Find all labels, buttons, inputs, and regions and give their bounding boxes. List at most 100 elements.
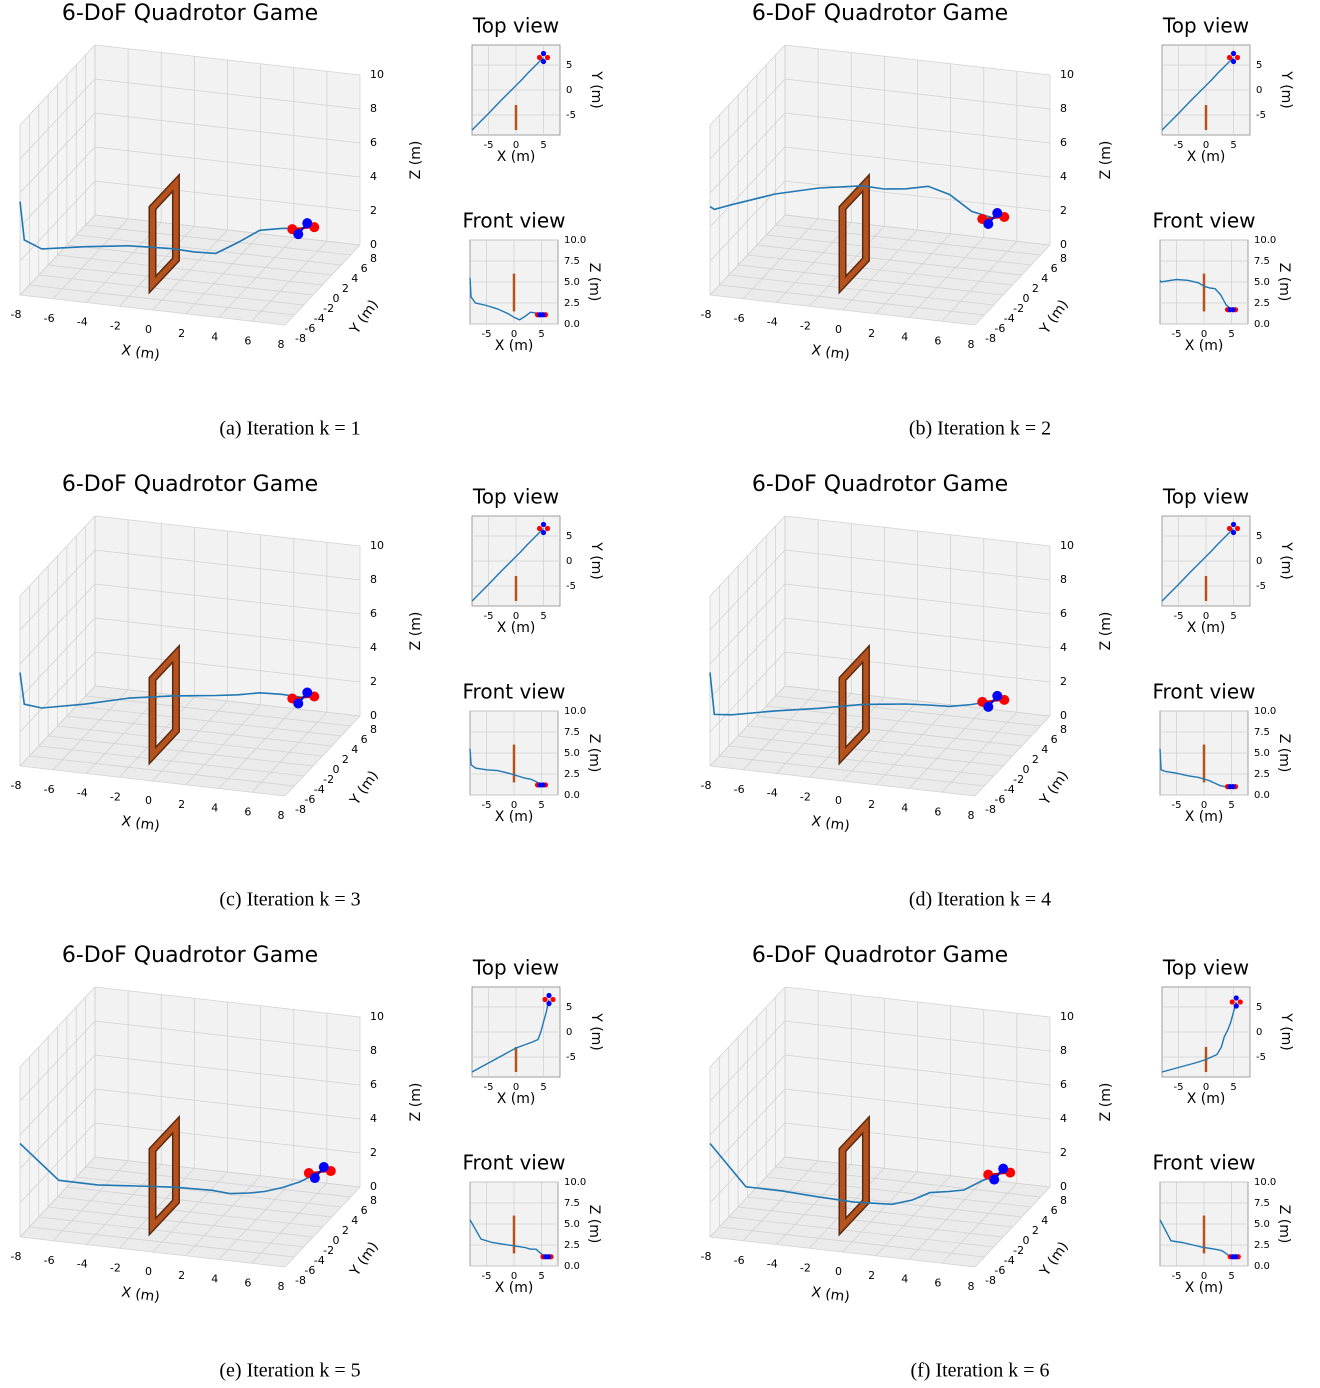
grid-line: [728, 274, 994, 306]
x-axis-label: X (m): [120, 342, 160, 363]
y-tick-label: -2: [1013, 1244, 1024, 1257]
y-tick-label: 5: [566, 60, 572, 71]
quadrotor-rotor: [540, 529, 547, 536]
grid-line: [38, 274, 304, 306]
quadrotor-rotor: [989, 1174, 1000, 1185]
grid-line: [775, 1166, 1041, 1198]
x-tick-label: -5: [484, 140, 494, 151]
x-tick-label: 0: [145, 1265, 152, 1278]
quadrotor-rotor: [546, 1000, 552, 1007]
grid-line: [76, 1176, 342, 1208]
grid-line: [94, 515, 361, 547]
grid-line: [756, 244, 1022, 276]
grid-line: [57, 1196, 323, 1228]
y-axis-label: Y (m): [1278, 1012, 1294, 1051]
x-tick-label: 0: [513, 1082, 519, 1093]
grid-line: [766, 705, 1032, 737]
x-tick-label: 6: [934, 805, 941, 818]
y-tick-label: 2: [342, 282, 349, 295]
grid-line: [719, 755, 985, 787]
chart-title: 6-DoF Quadrotor Game: [752, 472, 1008, 497]
chart-title: 6-DoF Quadrotor Game: [752, 1, 1008, 26]
y-tick-label: 10.0: [564, 706, 586, 717]
y-axis-label: Y (m): [1037, 297, 1072, 338]
y-tick-label: 0: [1023, 1234, 1030, 1247]
z-axis-label: Z (m): [408, 141, 424, 180]
y-tick-label: -2: [323, 773, 334, 786]
quadrotor-rotor: [983, 701, 994, 712]
grid-line: [709, 294, 976, 326]
x-tick-label: -6: [44, 312, 55, 325]
x-axis-label: X (m): [497, 149, 536, 165]
grid-line: [709, 112, 786, 194]
y-tick-label: 2: [342, 1224, 349, 1237]
x-tick-label: 5: [538, 800, 544, 811]
x-tick-label: 8: [278, 338, 285, 351]
y-tick-label: -4: [1004, 1254, 1015, 1267]
x-tick-label: -2: [800, 319, 811, 332]
quadrotor-rotor: [544, 525, 551, 532]
y-tick-label: 0: [1023, 763, 1030, 776]
y-axis-label: Y (m): [1037, 768, 1072, 809]
z-tick-label: 0: [1060, 709, 1067, 722]
y-tick-label: -2: [323, 302, 334, 315]
x-tick-label: 5: [538, 329, 544, 340]
quadrotor-rotor: [1234, 525, 1241, 532]
x-tick-label: 0: [513, 611, 519, 622]
grid-line: [94, 549, 361, 581]
x-tick-label: 0: [511, 800, 517, 811]
x-axis-label: X (m): [810, 813, 850, 834]
y-tick-label: 7.5: [1254, 727, 1270, 738]
y-tick-label: 4: [1041, 1214, 1048, 1227]
grid-line: [19, 583, 96, 665]
gate-3d-face: [150, 176, 179, 291]
quadrotor-rotor: [536, 54, 543, 61]
z-tick-label: 4: [1060, 1112, 1067, 1125]
quadrotor-rotor: [992, 690, 1003, 701]
y-tick-label: 2.5: [1254, 1240, 1270, 1251]
grid-line: [784, 1054, 1051, 1086]
grid-line: [766, 234, 1032, 266]
y-tick-label: 2.5: [1254, 769, 1270, 780]
x-tick-label: -8: [11, 779, 22, 792]
y-axis-label: Z (m): [1276, 1205, 1292, 1244]
grid-line: [784, 515, 1051, 547]
z-tick-label: 0: [1060, 1180, 1067, 1193]
z-tick-label: 8: [370, 1044, 377, 1057]
y-tick-label: 8: [370, 252, 377, 265]
y-axis-label: Y (m): [1278, 70, 1294, 109]
grid-line: [766, 1176, 1032, 1208]
y-axis-label: Z (m): [1276, 734, 1292, 773]
grid-line: [38, 745, 304, 777]
y-tick-label: 8: [1060, 1194, 1067, 1207]
z-tick-label: 10: [370, 68, 384, 81]
z-tick-label: 0: [370, 238, 377, 251]
y-tick-label: 8: [370, 723, 377, 736]
y-tick-label: 5.0: [1254, 748, 1270, 759]
z-tick-label: 0: [370, 709, 377, 722]
grid-line: [94, 146, 361, 178]
y-tick-label: -8: [985, 1274, 996, 1287]
trajectory: [471, 528, 544, 602]
x-tick-label: 2: [868, 798, 875, 811]
y-tick-label: 5: [566, 531, 572, 542]
chart-title: 6-DoF Quadrotor Game: [62, 1, 318, 26]
x-axis-label: X (m): [1187, 1091, 1226, 1107]
y-tick-label: 4: [1041, 743, 1048, 756]
quadrotor-rotor: [1230, 784, 1236, 790]
quadrotor-rotor: [550, 996, 556, 1003]
grid-line: [94, 78, 361, 110]
y-tick-label: -2: [1013, 302, 1024, 315]
x-tick-label: -5: [1174, 611, 1184, 622]
trajectory-3d: [709, 184, 994, 219]
y-tick-label: 8: [1060, 252, 1067, 265]
grid-line: [784, 549, 1051, 581]
view-title: Top view: [1162, 956, 1249, 980]
grid-line: [66, 244, 332, 276]
y-tick-label: 7.5: [564, 1198, 580, 1209]
grid-line: [94, 214, 361, 246]
x-tick-label: 8: [968, 338, 975, 351]
x-tick-label: -6: [734, 312, 745, 325]
x-tick-label: 4: [211, 1273, 218, 1286]
quadrotor-rotor: [992, 207, 1003, 218]
